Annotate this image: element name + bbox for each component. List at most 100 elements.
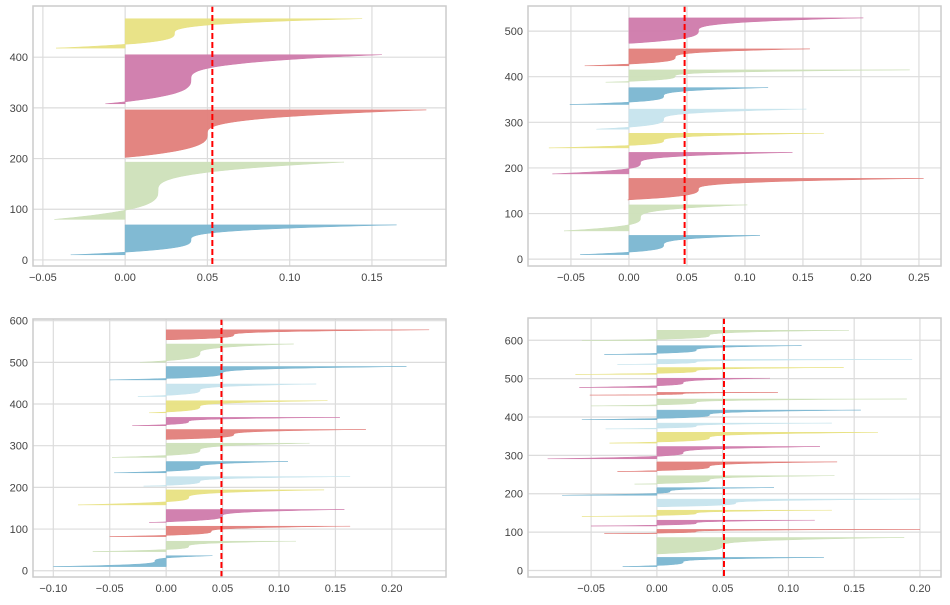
y-tick-label: 200: [505, 489, 523, 501]
silhouette-cluster-magenta: [105, 54, 382, 105]
y-tick-label: 0: [517, 254, 523, 266]
x-tick-label: 0.10: [778, 583, 799, 595]
y-tick-label: 500: [505, 26, 523, 38]
silhouette-cluster-green: [581, 330, 849, 341]
y-tick-label: 400: [505, 412, 523, 424]
silhouette-cluster-magenta: [547, 446, 821, 460]
silhouette-cluster-yellow: [149, 400, 328, 414]
x-tick-label: 0.15: [792, 272, 813, 284]
silhouette-cluster-red: [604, 529, 921, 534]
y-tick-label: 200: [10, 482, 28, 494]
x-tick-label: 0.00: [155, 583, 176, 595]
silhouette-cluster-blue: [622, 557, 824, 567]
silhouette-cluster-magenta: [579, 377, 771, 388]
x-tick-label: −0.05: [557, 272, 585, 284]
silhouette-cluster-green: [634, 475, 835, 485]
silhouette-cluster-red: [165, 329, 430, 341]
y-tick-label: 200: [505, 163, 523, 175]
silhouette-cluster-green: [92, 540, 296, 552]
silhouette-cluster-magenta: [552, 152, 793, 175]
x-tick-label: 0.20: [909, 583, 930, 595]
silhouette-cluster-blue: [114, 461, 289, 474]
silhouette-cluster-lightblue: [137, 383, 317, 397]
x-tick-label: 0.00: [646, 583, 667, 595]
y-tick-label: 300: [505, 450, 523, 462]
y-tick-label: 0: [517, 565, 523, 577]
subplot-3: −0.10 −0.05 0.00 0.05 0.10 0.15 0.20 0 100 200 300…: [10, 316, 447, 595]
axes-frame: [32, 318, 447, 578]
y-tick-label: 0: [22, 566, 28, 578]
y-tick-label: 100: [505, 209, 523, 221]
silhouette-cluster-yellow: [581, 509, 832, 517]
silhouette-cluster-magenta: [149, 509, 345, 523]
x-tick-label: 0.05: [212, 583, 233, 595]
x-tick-label: 0.05: [197, 272, 218, 284]
y-tick-label: 500: [505, 374, 523, 386]
silhouette-cluster-blue: [580, 235, 761, 255]
silhouette-cluster-magenta: [628, 17, 864, 44]
x-tick-label: 0.10: [734, 272, 755, 284]
silhouette-cluster-green: [140, 343, 294, 363]
subplot-2: −0.05 0.00 0.05 0.10 0.15 0.20 0.25 0 100 200 300 4…: [505, 5, 942, 284]
y-tick-label: 100: [10, 204, 28, 216]
silhouette-cluster-yellow: [78, 489, 325, 506]
silhouette-cluster-lightblue: [605, 422, 832, 430]
y-tick-label: 300: [10, 103, 28, 115]
y-tick-label: 500: [10, 357, 28, 369]
y-tick-label: 0: [22, 255, 28, 267]
silhouette-cluster-lightblue: [617, 359, 913, 365]
x-tick-label: 0.15: [361, 272, 382, 284]
silhouette-cluster-magenta: [591, 519, 815, 527]
x-tick-label: −0.10: [39, 583, 67, 595]
y-tick-label: 600: [505, 335, 523, 347]
silhouette-cluster-blue: [581, 409, 861, 420]
plot-area: [528, 6, 941, 266]
x-tick-label: 0.15: [325, 583, 346, 595]
y-tick-label: 100: [10, 524, 28, 536]
silhouette-cluster-blue: [70, 224, 397, 256]
y-tick-label: 300: [505, 117, 523, 129]
x-tick-label: −0.05: [96, 583, 124, 595]
silhouette-cluster-lightblue: [596, 108, 807, 130]
silhouette-cluster-blue: [569, 87, 769, 105]
y-tick-label: 400: [10, 52, 28, 64]
axes-frame: [527, 5, 942, 267]
silhouette-cluster-magenta: [132, 417, 340, 426]
subplot-1: −0.05 0.00 0.05 0.10 0.15 0 100 200 300 400: [10, 5, 447, 284]
subplot-4: −0.05 0.00 0.05 0.10 0.15 0.20 0 100 200 300 400 50…: [505, 317, 942, 595]
x-tick-label: 0.20: [850, 272, 871, 284]
x-tick-label: 0.25: [908, 272, 929, 284]
silhouette-cluster-yellow: [55, 18, 363, 49]
y-tick-label: 300: [10, 441, 28, 453]
silhouette-cluster-green: [656, 537, 905, 555]
x-tick-label: 0.00: [618, 272, 639, 284]
y-tick-label: 100: [505, 527, 523, 539]
silhouette-cluster-blue: [562, 487, 775, 496]
silhouette-cluster-green: [111, 442, 310, 458]
x-tick-label: −0.05: [577, 583, 605, 595]
x-tick-label: 0.20: [381, 583, 402, 595]
axes-frame: [32, 5, 447, 267]
x-tick-label: 0.05: [676, 272, 697, 284]
silhouette-cluster-green: [54, 161, 345, 220]
silhouette-cluster-lightblue: [656, 498, 921, 508]
silhouette-cluster-blue: [604, 345, 802, 355]
silhouette-cluster-red: [617, 461, 838, 472]
axes-frame: [527, 317, 942, 578]
x-tick-label: 0.05: [712, 583, 733, 595]
y-tick-label: 400: [505, 72, 523, 84]
x-tick-label: 0.00: [114, 272, 135, 284]
y-tick-label: 200: [10, 154, 28, 166]
y-tick-label: 400: [10, 399, 28, 411]
silhouette-cluster-red: [584, 48, 810, 67]
silhouette-cluster-red: [124, 109, 427, 158]
silhouette-cluster-red: [165, 429, 366, 440]
silhouette-cluster-yellow: [575, 367, 844, 375]
silhouette-cluster-red: [109, 525, 351, 537]
silhouette-cluster-red: [627, 178, 924, 201]
silhouette-cluster-green: [563, 204, 748, 232]
silhouette-cluster-lightblue: [143, 476, 351, 487]
x-tick-label: −0.05: [29, 272, 57, 284]
plot-area: [33, 6, 446, 266]
